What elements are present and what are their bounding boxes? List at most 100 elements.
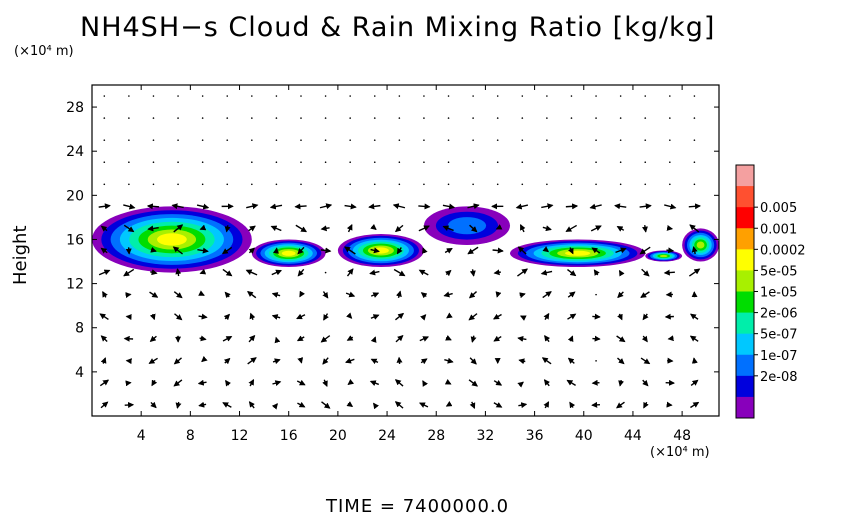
colorbar-label: 1e-05 <box>760 286 798 301</box>
y-tick-label: 12 <box>66 277 84 293</box>
wind-arrow <box>468 313 478 321</box>
wind-arrow <box>345 312 353 319</box>
wind-arrow <box>294 203 307 210</box>
x-tick-label: 12 <box>231 428 249 444</box>
wind-arrow <box>370 336 377 343</box>
wind-arrow <box>197 379 207 386</box>
wind-dot <box>201 139 204 141</box>
wind-dot <box>300 95 302 97</box>
wind-arrow <box>394 379 404 387</box>
wind-arrow <box>297 246 305 255</box>
wind-dot <box>275 95 278 97</box>
wind-arrow <box>100 335 108 343</box>
wind-arrow <box>319 203 333 210</box>
wind-dot <box>423 161 425 164</box>
wind-dot <box>472 161 474 164</box>
colorbar-label: 2e-06 <box>760 307 798 322</box>
wind-arrow <box>368 203 381 210</box>
wind-arrow <box>469 269 476 277</box>
wind-arrow <box>515 203 529 210</box>
wind-arrow <box>248 401 255 409</box>
wind-arrow <box>148 357 158 364</box>
cloud-region-0-level-7 <box>157 233 187 246</box>
x-axis-unit: (×10⁴ m) <box>650 445 710 460</box>
wind-dot <box>398 117 401 119</box>
wind-dot <box>324 161 327 164</box>
wind-dot <box>226 139 229 141</box>
wind-arrow <box>248 378 255 387</box>
wind-dot <box>177 183 179 186</box>
wind-arrow <box>173 357 183 365</box>
wind-arrow <box>589 203 602 210</box>
x-tick-label: 8 <box>186 428 195 444</box>
colorbar-label: 5e-05 <box>760 264 798 279</box>
colorbar-swatch <box>736 186 754 208</box>
wind-arrow <box>345 291 356 298</box>
wind-dot <box>226 95 229 97</box>
wind-arrow <box>567 313 577 320</box>
wind-arrow <box>149 313 156 321</box>
wind-dot <box>373 161 376 164</box>
wind-arrow <box>567 357 575 364</box>
wind-arrow <box>446 312 453 319</box>
chart-title: NH4SH−s Cloud & Rain Mixing Ratio [kg/kg… <box>80 12 716 43</box>
wind-dot <box>521 183 524 186</box>
wind-dot <box>226 117 229 119</box>
wind-arrow <box>542 246 550 253</box>
wind-arrow <box>689 224 700 233</box>
wind-dot <box>669 95 671 97</box>
wind-dot <box>447 139 450 141</box>
wind-arrow <box>689 335 699 342</box>
wind-arrow <box>271 269 282 276</box>
wind-arrow <box>664 203 677 210</box>
wind-dot <box>128 161 130 164</box>
wind-dot <box>619 183 622 186</box>
colorbar-swatch <box>736 270 754 292</box>
x-tick-label: 48 <box>673 428 691 444</box>
wind-arrow <box>247 357 257 365</box>
wind-arrow <box>394 312 405 321</box>
wind-arrow <box>492 247 504 254</box>
wind-dot <box>546 117 548 119</box>
wind-arrow <box>199 268 207 275</box>
wind-arrow <box>590 225 602 232</box>
x-tick-label: 40 <box>575 428 593 444</box>
wind-dot <box>128 95 130 97</box>
wind-arrow <box>198 313 208 320</box>
wind-arrow <box>248 334 256 343</box>
cloud-region-1-level-7 <box>281 250 296 256</box>
wind-dot <box>521 95 524 97</box>
wind-dot <box>300 183 302 186</box>
wind-dot <box>275 117 278 119</box>
wind-dot <box>496 161 499 164</box>
wind-arrow <box>197 247 209 254</box>
wind-arrow <box>149 335 157 342</box>
wind-arrow <box>419 336 429 342</box>
wind-dot <box>300 139 302 141</box>
wind-dot <box>619 117 622 119</box>
wind-arrow <box>272 380 282 387</box>
wind-arrow <box>691 246 698 255</box>
wind-arrow <box>541 357 552 365</box>
wind-dot <box>595 360 597 362</box>
wind-dot <box>693 183 696 186</box>
colorbar-label: 5e-07 <box>760 328 798 343</box>
wind-arrow <box>418 269 429 276</box>
wind-arrow <box>445 269 452 277</box>
wind-arrow <box>123 203 136 210</box>
wind-arrow <box>591 247 601 254</box>
wind-arrow <box>616 401 625 409</box>
wind-arrow <box>346 224 353 233</box>
wind-arrow <box>543 401 550 409</box>
wind-arrow <box>666 247 675 254</box>
wind-dot <box>177 95 179 97</box>
wind-arrow <box>568 247 574 255</box>
wind-arrow <box>245 269 258 276</box>
wind-arrow <box>100 401 109 409</box>
wind-arrow <box>248 225 256 232</box>
wind-arrow <box>320 225 330 232</box>
wind-dot <box>521 117 524 119</box>
colorbar-swatch <box>736 228 754 250</box>
wind-arrow <box>592 313 601 320</box>
wind-arrow <box>198 290 205 296</box>
